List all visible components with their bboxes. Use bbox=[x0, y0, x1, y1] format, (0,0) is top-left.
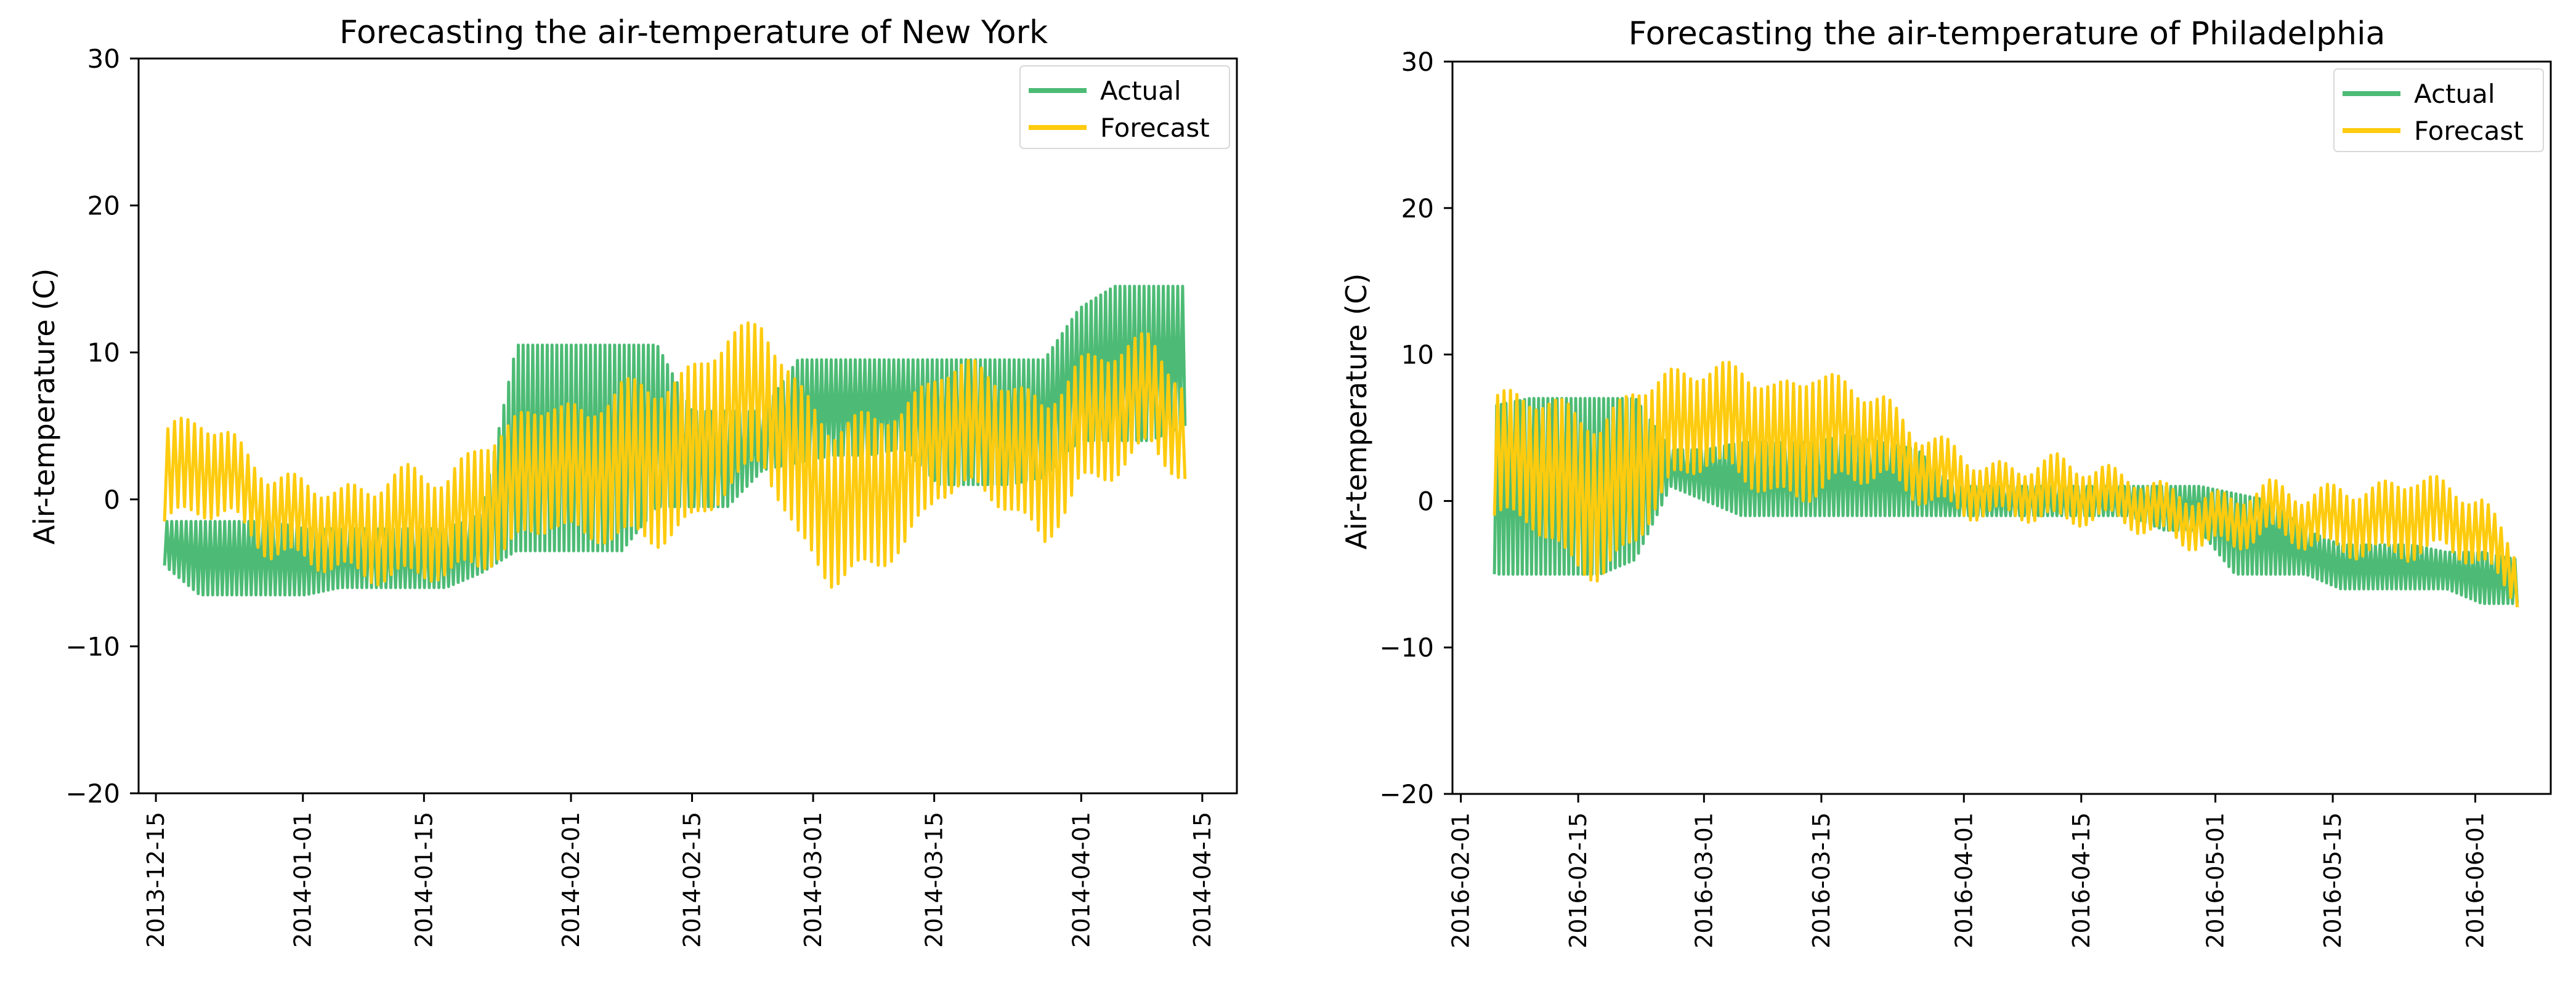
x-tick-label: 2016-03-15 bbox=[1808, 812, 1835, 949]
y-axis-label: Air-temperature (C) bbox=[1340, 273, 1373, 550]
y-tick-label: 0 bbox=[1417, 486, 1434, 516]
x-axis: 2013-12-15 2014-01-01 2014-01-15 2014-02-01… bbox=[142, 793, 1216, 948]
y-tick-label: 20 bbox=[1401, 193, 1434, 224]
x-tick-label: 2014-01-15 bbox=[410, 812, 437, 948]
chart-title: Forecasting the air-temperature of Phila… bbox=[1629, 15, 2386, 52]
y-tick-label: −20 bbox=[65, 779, 120, 809]
x-tick-label: 2014-04-01 bbox=[1067, 812, 1095, 948]
x-tick-label: 2014-03-01 bbox=[800, 812, 827, 948]
x-tick-label: 2014-04-15 bbox=[1189, 812, 1216, 948]
series-line-actual bbox=[1493, 397, 2519, 605]
series-line-forecast bbox=[1493, 360, 2519, 608]
series-line-forecast bbox=[163, 321, 1187, 589]
y-tick-label: −20 bbox=[1379, 779, 1434, 809]
y-tick-label: −10 bbox=[1379, 633, 1434, 663]
y-tick-label: 30 bbox=[87, 44, 120, 74]
x-tick-label: 2014-02-01 bbox=[557, 812, 585, 948]
chart-philadelphia: Forecasting the air-temperature of Phila… bbox=[1340, 15, 2552, 949]
legend-label-actual: Actual bbox=[2414, 79, 2495, 109]
y-tick-label: −10 bbox=[65, 631, 120, 661]
y-tick-label: 10 bbox=[1401, 340, 1434, 370]
chart-title: Forecasting the air-temperature of New Y… bbox=[339, 14, 1048, 51]
x-tick-label: 2014-03-15 bbox=[921, 812, 948, 948]
x-tick-label: 2016-04-15 bbox=[2068, 812, 2095, 949]
x-tick-label: 2016-05-15 bbox=[2319, 812, 2346, 949]
y-axis: −20 −10 0 10 20 30 bbox=[1379, 47, 1452, 809]
legend-label-actual: Actual bbox=[1100, 76, 1181, 106]
plot-area bbox=[1493, 360, 2519, 608]
plot-area bbox=[163, 285, 1187, 597]
legend-label-forecast: Forecast bbox=[1100, 113, 1210, 143]
x-tick-label: 2016-05-01 bbox=[2202, 812, 2229, 949]
chart-new-york: Forecasting the air-temperature of New Y… bbox=[28, 14, 1238, 948]
y-tick-label: 10 bbox=[87, 338, 120, 368]
x-axis: 2016-02-01 2016-02-15 2016-03-01 2016-03-15… bbox=[1448, 794, 2489, 949]
x-tick-label: 2016-06-01 bbox=[2462, 812, 2489, 949]
legend: Actual Forecast bbox=[1019, 65, 1230, 149]
x-tick-label: 2014-01-01 bbox=[290, 812, 317, 948]
y-tick-label: 30 bbox=[1401, 47, 1434, 77]
x-tick-label: 2016-02-01 bbox=[1448, 812, 1475, 949]
x-tick-label: 2016-02-15 bbox=[1565, 812, 1592, 949]
y-tick-label: 20 bbox=[87, 191, 120, 221]
axes-frame bbox=[137, 57, 1238, 795]
x-tick-label: 2013-12-15 bbox=[142, 812, 169, 948]
y-tick-label: 0 bbox=[103, 485, 120, 515]
x-tick-label: 2014-02-15 bbox=[679, 812, 706, 948]
legend: Actual Forecast bbox=[2333, 68, 2544, 152]
y-axis-label: Air-temperature (C) bbox=[28, 269, 61, 545]
legend-label-forecast: Forecast bbox=[2414, 116, 2524, 146]
x-tick-label: 2016-03-01 bbox=[1690, 812, 1717, 949]
x-tick-label: 2016-04-01 bbox=[1950, 812, 1977, 949]
y-axis: −20 −10 0 10 20 30 bbox=[65, 44, 139, 809]
axes-frame bbox=[1451, 60, 2552, 795]
